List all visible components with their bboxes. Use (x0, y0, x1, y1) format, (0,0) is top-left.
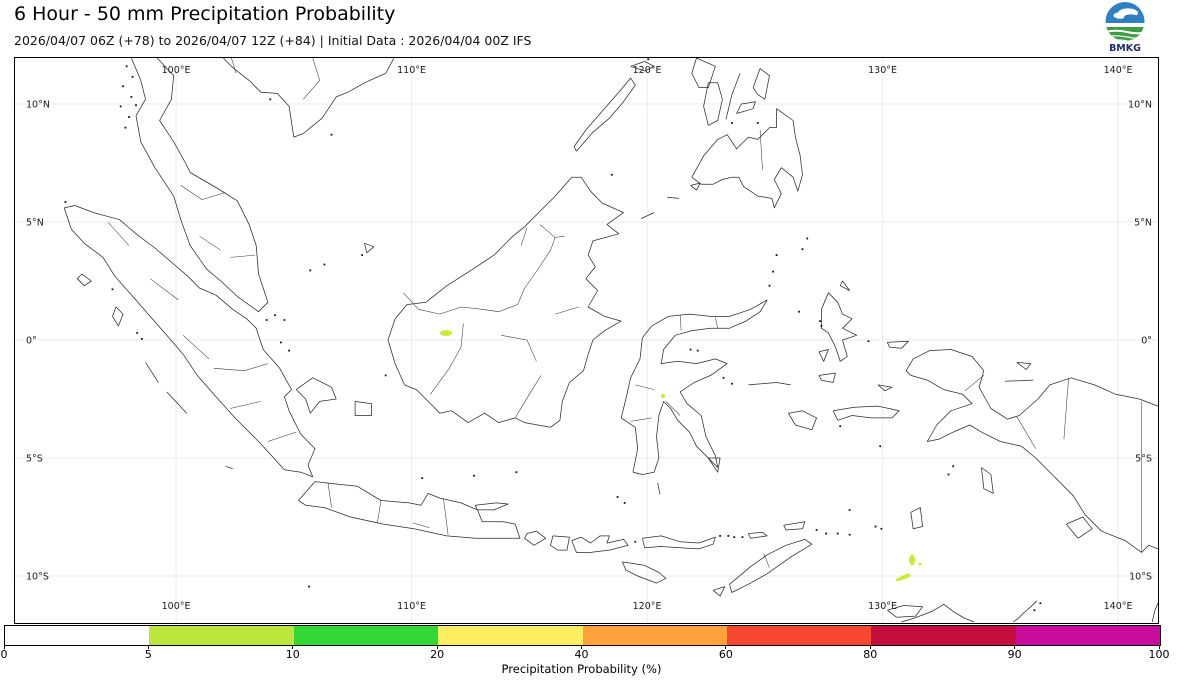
svg-text:110°E: 110°E (397, 65, 426, 76)
svg-text:0°: 0° (1141, 336, 1152, 347)
map-canvas: 100°E 100°E 110°E 110°E 120°E 120°E 130°E 130°E… (15, 58, 1158, 623)
colorbar-tick-label: 10 (285, 648, 300, 661)
colorbar-tick-label: 100 (1148, 648, 1170, 661)
svg-text:130°E: 130°E (868, 65, 897, 76)
colorbar-tick-label: 90 (1007, 648, 1022, 661)
svg-text:5°S: 5°S (26, 454, 43, 465)
admin-boundaries (107, 58, 1142, 568)
precip-probability-patches (440, 330, 922, 581)
map-frame: 100°E 100°E 110°E 110°E 120°E 120°E 130°E 130°E… (14, 57, 1159, 624)
colorbar-segment (5, 626, 150, 645)
colorbar-tick-label: 0 (0, 648, 8, 661)
bmkg-logo-text: BMKG (1109, 43, 1141, 53)
colorbar-tick-label: 40 (574, 648, 589, 661)
small-islands (64, 58, 1042, 612)
svg-text:100°E: 100°E (162, 601, 191, 612)
map-gridlines (15, 58, 1158, 623)
colorbar-segment (726, 626, 872, 645)
colorbar-ticks (3, 645, 1160, 649)
forecast-period-subtitle: 2026/04/07 06Z (+78) to 2026/04/07 12Z (… (14, 33, 532, 48)
svg-text:100°E: 100°E (162, 65, 191, 76)
svg-text:10°S: 10°S (1129, 572, 1152, 583)
grid-tick-labels: 100°E 100°E 110°E 110°E 120°E 120°E 130°E 130°E… (26, 65, 1152, 612)
colorbar-segment (1015, 626, 1160, 645)
colorbar-segment (871, 626, 1016, 645)
svg-text:110°E: 110°E (397, 601, 426, 612)
colorbar-tick-labels: 0 5 10 20 40 60 80 90 100 (0, 648, 1170, 662)
colorbar-segment (149, 626, 294, 645)
colorbar-tick-label: 20 (430, 648, 445, 661)
svg-text:10°N: 10°N (26, 100, 50, 111)
colorbar-segment (582, 626, 727, 645)
svg-text:5°N: 5°N (1134, 218, 1152, 229)
svg-text:5°S: 5°S (1135, 454, 1152, 465)
colorbar-segment (438, 626, 583, 645)
bmkg-logo: BMKG (1105, 2, 1145, 53)
svg-text:140°E: 140°E (1104, 65, 1133, 76)
svg-text:10°S: 10°S (26, 572, 49, 583)
colorbar (4, 625, 1161, 646)
coastlines (63, 58, 1158, 623)
colorbar-tick-label: 60 (718, 648, 733, 661)
svg-text:140°E: 140°E (1104, 601, 1133, 612)
svg-text:10°N: 10°N (1128, 100, 1152, 111)
bmkg-logo-globe (1105, 2, 1145, 41)
svg-text:130°E: 130°E (868, 601, 897, 612)
colorbar-title: Precipitation Probability (%) (501, 662, 662, 676)
colorbar-tick-label: 5 (144, 648, 152, 661)
svg-text:0°: 0° (26, 336, 37, 347)
colorbar-tick-label: 80 (863, 648, 878, 661)
svg-text:5°N: 5°N (26, 218, 44, 229)
page-title: 6 Hour - 50 mm Precipitation Probability (14, 3, 396, 25)
svg-text:120°E: 120°E (633, 601, 662, 612)
colorbar-segment (293, 626, 439, 645)
svg-text:120°E: 120°E (633, 65, 662, 76)
